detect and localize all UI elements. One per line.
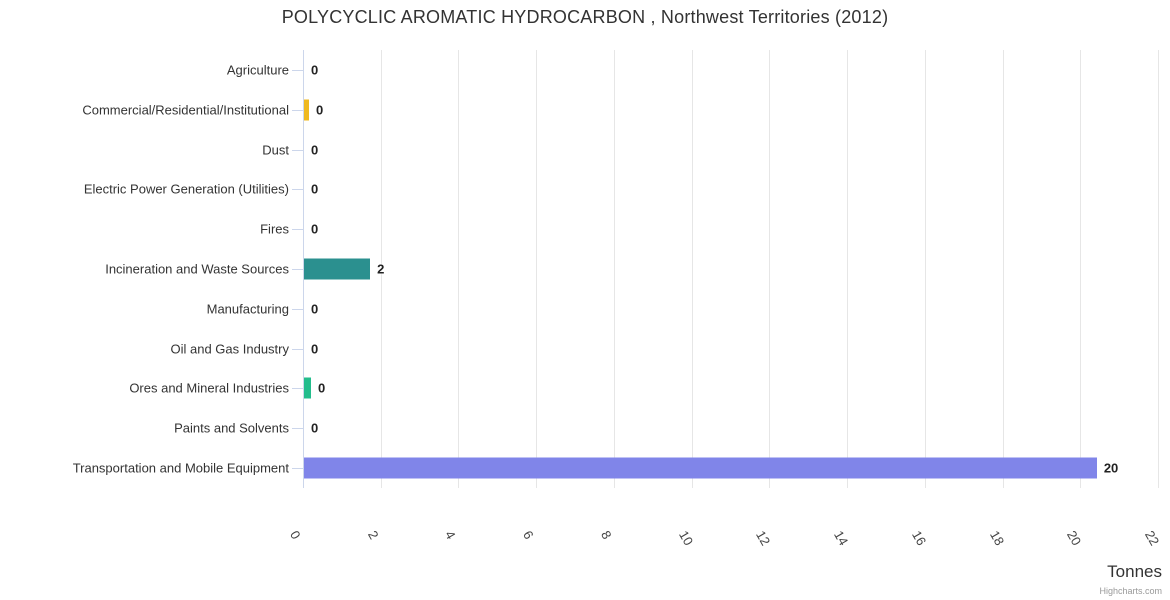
category-label: Incineration and Waste Sources	[105, 261, 289, 277]
category-label: Commercial/Residential/Institutional	[82, 102, 289, 118]
category-row: Agriculture 0	[227, 50, 1158, 90]
category-label: Electric Power Generation (Utilities)	[83, 181, 289, 197]
value-label: 0	[311, 420, 319, 436]
value-label: 0	[311, 341, 319, 357]
gridline	[536, 50, 538, 488]
category-row: Transportation and Mobile Equipment 20	[73, 448, 1158, 488]
category-label: Paints and Solvents	[174, 420, 289, 436]
value-label: 0	[311, 62, 319, 78]
x-tick-label: 22	[1142, 528, 1163, 549]
gridline	[769, 50, 771, 488]
category-label: Agriculture	[226, 62, 289, 78]
category-label: Ores and Mineral Industries	[129, 380, 289, 396]
x-tick-label: 6	[520, 528, 537, 542]
category-label: Manufacturing	[206, 301, 289, 317]
category-tick	[292, 428, 303, 430]
x-tick-label: 8	[597, 528, 615, 542]
bar[interactable]	[304, 457, 1097, 479]
value-label: 20	[1103, 460, 1119, 476]
gridline	[458, 50, 460, 488]
gridline	[847, 50, 849, 488]
category-tick	[292, 308, 303, 310]
category-label: Oil and Gas Industry	[170, 341, 290, 357]
category-tick	[292, 69, 303, 71]
category-row: Oil and Gas Industry 0	[171, 329, 1158, 369]
x-tick-label: 20	[1064, 528, 1085, 549]
gridline	[924, 50, 926, 488]
bar[interactable]	[304, 258, 371, 280]
value-label: 0	[311, 301, 319, 317]
category-row: Paints and Solvents 0	[174, 408, 1158, 448]
gridline	[1002, 50, 1004, 488]
category-tick	[292, 268, 303, 270]
plot-area: Agriculture 0 Commercial/Residential/Insti…	[73, 50, 1162, 548]
category-tick	[292, 229, 303, 231]
category-row: Commercial/Residential/Institutional 0	[82, 90, 1158, 130]
x-tick-label: 4	[442, 528, 460, 542]
category-label: Fires	[260, 221, 289, 237]
category-row: Fires 0	[260, 209, 1158, 249]
gridline	[380, 50, 382, 488]
category-row: Manufacturing 0	[207, 289, 1158, 329]
bar[interactable]	[304, 99, 310, 121]
gridline	[691, 50, 693, 488]
x-tick-label: 0	[287, 528, 304, 542]
gridline	[613, 50, 615, 488]
x-tick-label: 2	[364, 528, 382, 542]
category-row: Dust 0	[262, 130, 1158, 170]
category-axis-line	[303, 50, 304, 488]
value-label: 0	[316, 102, 324, 118]
category-tick	[292, 109, 303, 111]
category-tick	[292, 189, 303, 191]
highcharts-credit-link[interactable]: Highcharts.com	[1099, 586, 1162, 596]
x-tick-label: 14	[831, 528, 852, 549]
category-tick	[292, 348, 303, 350]
category-row: Electric Power Generation (Utilities) 0	[84, 169, 1158, 209]
value-label: 0	[311, 221, 319, 237]
category-row: Incineration and Waste Sources 2	[105, 249, 1158, 289]
value-label: 0	[311, 181, 319, 197]
category-tick	[292, 468, 303, 470]
category-label: Transportation and Mobile Equipment	[72, 460, 289, 476]
gridline	[1158, 50, 1159, 488]
category-row: Ores and Mineral Industries 0	[129, 369, 1158, 409]
value-label: 0	[317, 380, 326, 396]
value-label: 0	[311, 142, 319, 158]
chart-title: POLYCYCLIC AROMATIC HYDROCARBON , Northw…	[281, 7, 889, 27]
category-tick	[292, 149, 303, 151]
bar[interactable]	[304, 377, 311, 399]
category-label: Dust	[262, 142, 289, 158]
x-tick-label: 16	[908, 528, 930, 549]
x-tick-label: 18	[986, 528, 1007, 549]
category-tick	[292, 388, 303, 390]
gridline	[1080, 50, 1082, 488]
x-tick-label: 12	[753, 528, 774, 549]
x-axis-title: Tonnes	[1107, 562, 1162, 581]
x-tick-label: 10	[675, 528, 696, 549]
value-label: 2	[377, 261, 385, 277]
